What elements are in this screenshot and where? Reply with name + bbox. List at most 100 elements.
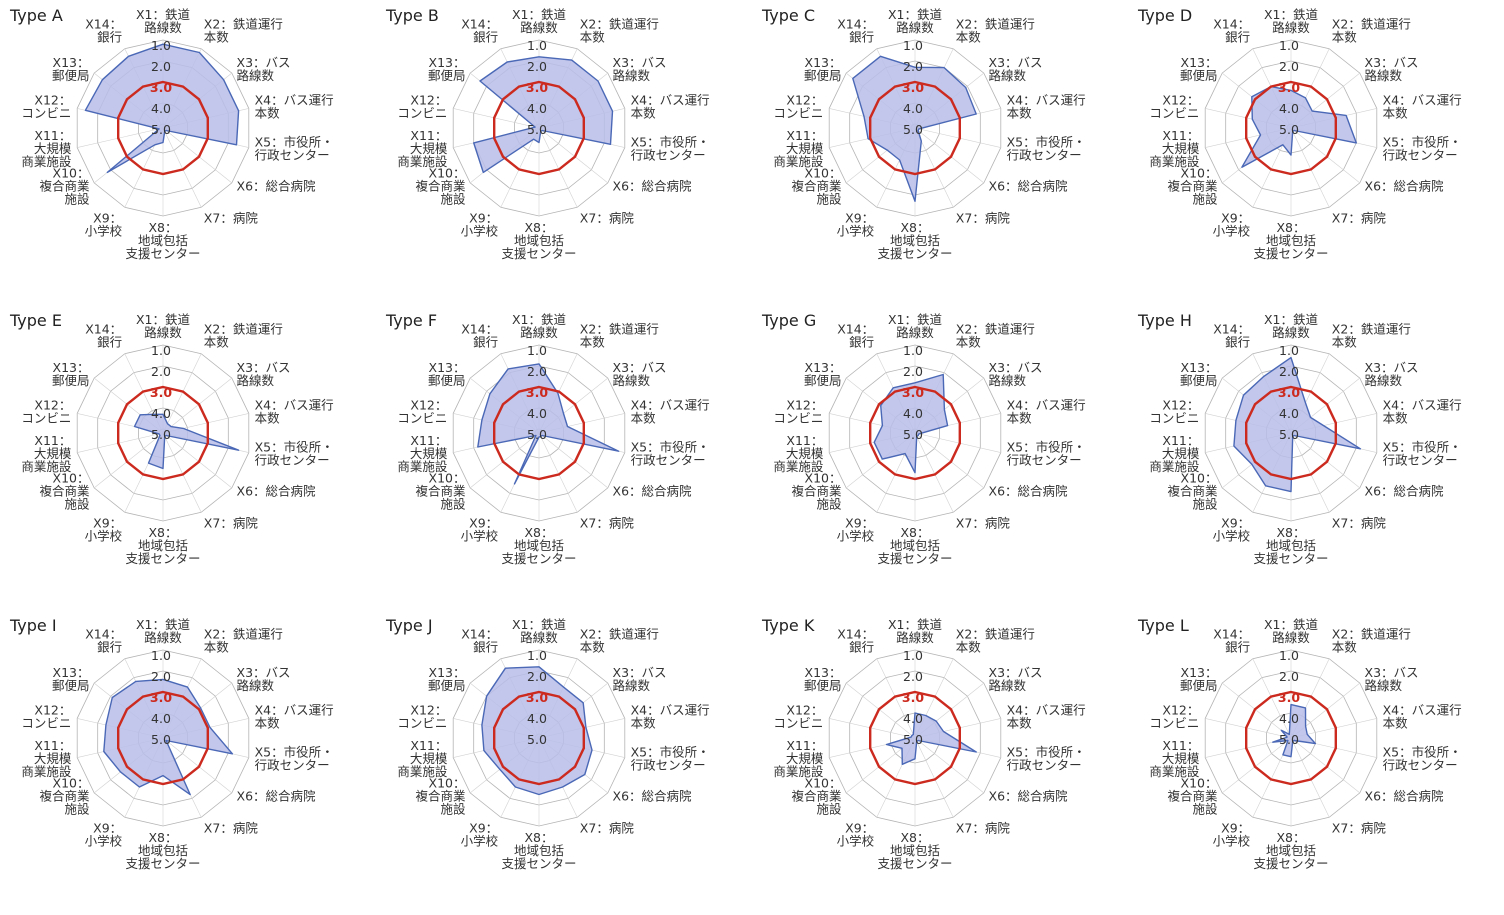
axis-label: 地域包括 — [138, 538, 188, 553]
axis-label: X10： — [53, 166, 90, 181]
spoke-line — [1252, 658, 1292, 739]
series-area — [852, 55, 977, 203]
axis-label: 小学校 — [461, 224, 499, 239]
axis-label: 行政センター — [1007, 452, 1082, 467]
axis-label: X3：バス — [237, 360, 291, 375]
axis-label: 路線数 — [237, 68, 275, 83]
axis-label: 複合商業 — [791, 484, 842, 499]
axis-label: 本数 — [1383, 411, 1409, 426]
tick-label: 1.0 — [527, 38, 547, 53]
axis-label: 路線数 — [520, 20, 558, 35]
axis-label: 銀行 — [1225, 29, 1250, 44]
axis-label: X7：病院 — [956, 821, 1011, 836]
reference-ring — [116, 385, 210, 481]
axis-label: X14： — [461, 16, 498, 31]
axis-label: X9： — [469, 211, 498, 226]
axis-label: X9： — [845, 211, 874, 226]
spoke-line — [162, 353, 202, 434]
axis-label: X12： — [34, 398, 71, 413]
axis-label: X11： — [34, 128, 71, 143]
axis-label: X6：総合病院 — [989, 484, 1069, 499]
axis-label: 小学校 — [837, 224, 875, 239]
axis-label: 本数 — [956, 334, 982, 349]
axis-label: 複合商業 — [1167, 179, 1218, 194]
axis-label: X8： — [148, 525, 177, 540]
axis-label: 路線数 — [144, 325, 182, 340]
axis-label: X5：市役所・ — [631, 134, 710, 149]
axis-label: X9： — [469, 516, 498, 531]
axis-label: X3：バス — [237, 665, 291, 680]
tick-label: 2.0 — [903, 669, 923, 684]
axis-label: X12： — [1162, 703, 1199, 718]
spoke-line — [162, 737, 232, 794]
axis-label: X8： — [900, 220, 929, 235]
axis-label: X14： — [1213, 626, 1250, 641]
axis-label: X11： — [34, 738, 71, 753]
axis-label: 路線数 — [1365, 373, 1403, 388]
axis-label: 大規模 — [786, 751, 824, 766]
axis-label: 路線数 — [144, 20, 182, 35]
series-area — [84, 43, 240, 174]
axis-label: 本数 — [1332, 334, 1358, 349]
reference-ring — [1244, 80, 1338, 176]
axis-label: X5：市役所・ — [1383, 744, 1462, 759]
spoke-line — [914, 432, 954, 513]
axis-label: X4：バス運行 — [255, 93, 334, 108]
axis-label: 路線数 — [1272, 325, 1310, 340]
tick-label: 5.0 — [903, 122, 923, 137]
axis-label: X12： — [34, 703, 71, 718]
axis-label: X7：病院 — [204, 211, 259, 226]
axis-label: コンビニ — [21, 411, 71, 426]
axis-label: X2：鉄道運行 — [580, 321, 659, 336]
axis-label: 小学校 — [461, 529, 499, 544]
axis-label: X6：総合病院 — [613, 179, 693, 194]
axis-label: X14： — [837, 321, 874, 336]
axis-label: X13： — [429, 55, 466, 70]
axis-label: X7：病院 — [204, 516, 259, 531]
tick-label: 1.0 — [903, 343, 923, 358]
axis-label: 地域包括 — [890, 843, 940, 858]
axis-label: X5：市役所・ — [631, 439, 710, 454]
axis-label: 施設 — [1192, 192, 1218, 207]
tick-label: 2.0 — [527, 59, 547, 74]
spoke-line — [538, 127, 578, 208]
axis-label: X13： — [53, 665, 90, 680]
axis-label: 支援センター — [877, 246, 952, 261]
axis-label: X11： — [410, 128, 447, 143]
axis-label: X9： — [1221, 821, 1250, 836]
axis-label: 商業施設 — [1149, 459, 1200, 474]
axis-label: X14： — [85, 626, 122, 641]
axis-label: 地域包括 — [890, 233, 940, 248]
axis-label: X5：市役所・ — [255, 744, 334, 759]
axis-label: コンビニ — [1149, 411, 1199, 426]
spoke-line — [846, 682, 916, 739]
axis-label: 郵便局 — [428, 68, 466, 83]
axis-label: 路線数 — [896, 325, 934, 340]
axis-label: X1：鉄道 — [512, 312, 567, 327]
axis-label: 本数 — [255, 106, 281, 121]
tick-label: 5.0 — [903, 732, 923, 747]
tick-label: 2.0 — [903, 59, 923, 74]
axis-label: X6：総合病院 — [1365, 789, 1445, 804]
axis-label: X3：バス — [1365, 55, 1419, 70]
tick-label: 4.0 — [151, 406, 171, 421]
axis-label: 支援センター — [1253, 856, 1328, 871]
spoke-line — [162, 432, 202, 513]
tick-label: 5.0 — [151, 427, 171, 442]
axis-label: X6：総合病院 — [989, 179, 1069, 194]
axis-label: X4：バス運行 — [1007, 93, 1086, 108]
axis-label: X2：鉄道運行 — [1332, 626, 1411, 641]
spoke-line — [1290, 127, 1330, 208]
tick-label: 5.0 — [527, 122, 547, 137]
axis-label: コンビニ — [21, 716, 71, 731]
axis-label: コンビニ — [397, 716, 447, 731]
axis-label: 商業施設 — [773, 764, 824, 779]
spoke-line — [1290, 432, 1330, 513]
axis-label: X2：鉄道運行 — [204, 626, 283, 641]
tick-label: 2.0 — [903, 364, 923, 379]
radar-panel: Type F 1.0 2.0 3.0 4.0 5.0 X1：鉄道 路線数 X2：鉄道運行 本数 X3… — [376, 305, 752, 610]
axis-label: X14： — [1213, 321, 1250, 336]
